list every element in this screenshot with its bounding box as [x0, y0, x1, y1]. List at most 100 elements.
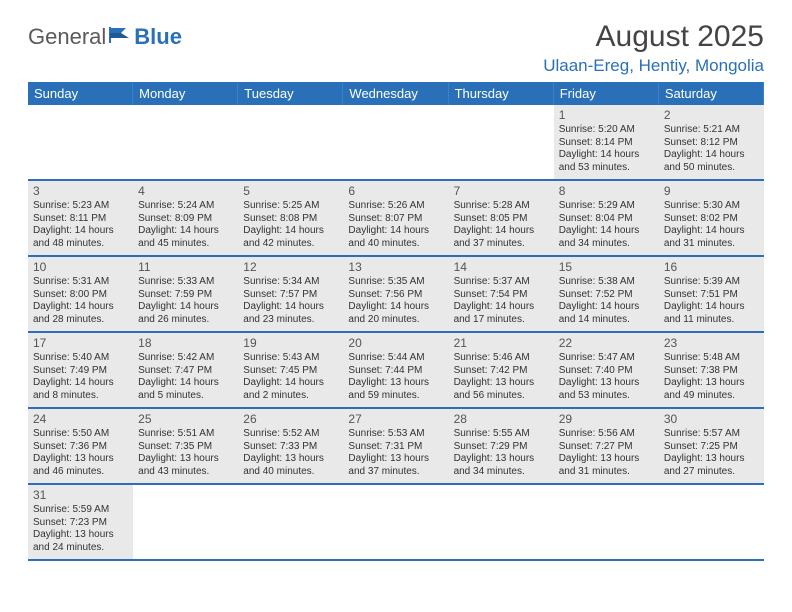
cell-line-sunset: Sunset: 8:02 PM: [664, 213, 759, 226]
cell-line-dl1: Daylight: 13 hours: [664, 377, 759, 390]
cell-line-dl2: and 8 minutes.: [33, 390, 128, 403]
cell-line-dl1: Daylight: 13 hours: [348, 453, 443, 466]
cell-line-dl2: and 59 minutes.: [348, 390, 443, 403]
day-header: Saturday: [659, 82, 764, 105]
day-number: 20: [348, 336, 443, 351]
cell-line-dl2: and 37 minutes.: [348, 466, 443, 479]
cell-line-sunrise: Sunrise: 5:33 AM: [138, 276, 233, 289]
cell-line-sunrise: Sunrise: 5:43 AM: [243, 352, 338, 365]
cell-line-sunrise: Sunrise: 5:55 AM: [454, 428, 549, 441]
calendar-cell: 12Sunrise: 5:34 AMSunset: 7:57 PMDayligh…: [238, 257, 343, 333]
day-number: 23: [664, 336, 759, 351]
cell-line-dl2: and 42 minutes.: [243, 238, 338, 251]
cell-line-sunrise: Sunrise: 5:50 AM: [33, 428, 128, 441]
cell-line-dl1: Daylight: 13 hours: [33, 529, 128, 542]
cell-line-sunset: Sunset: 7:47 PM: [138, 365, 233, 378]
calendar-cell: 11Sunrise: 5:33 AMSunset: 7:59 PMDayligh…: [133, 257, 238, 333]
day-number: 12: [243, 260, 338, 275]
day-number: 13: [348, 260, 443, 275]
day-number: 11: [138, 260, 233, 275]
cell-line-sunrise: Sunrise: 5:28 AM: [454, 200, 549, 213]
cell-line-dl2: and 31 minutes.: [664, 238, 759, 251]
day-header: Monday: [133, 82, 238, 105]
day-number: 15: [559, 260, 654, 275]
cell-line-dl2: and 53 minutes.: [559, 162, 654, 175]
day-header: Sunday: [28, 82, 133, 105]
cell-line-sunrise: Sunrise: 5:30 AM: [664, 200, 759, 213]
cell-line-dl1: Daylight: 13 hours: [559, 453, 654, 466]
calendar-cell: 18Sunrise: 5:42 AMSunset: 7:47 PMDayligh…: [133, 333, 238, 409]
cell-line-sunset: Sunset: 8:07 PM: [348, 213, 443, 226]
calendar-cell: 17Sunrise: 5:40 AMSunset: 7:49 PMDayligh…: [28, 333, 133, 409]
cell-line-dl1: Daylight: 14 hours: [559, 301, 654, 314]
cell-line-dl2: and 24 minutes.: [33, 542, 128, 555]
cell-line-sunset: Sunset: 8:11 PM: [33, 213, 128, 226]
calendar-cell-blank: [343, 485, 448, 561]
cell-line-sunrise: Sunrise: 5:53 AM: [348, 428, 443, 441]
day-number: 4: [138, 184, 233, 199]
day-number: 19: [243, 336, 338, 351]
cell-line-dl2: and 45 minutes.: [138, 238, 233, 251]
cell-line-sunrise: Sunrise: 5:23 AM: [33, 200, 128, 213]
day-number: 1: [559, 108, 654, 123]
cell-line-sunset: Sunset: 7:40 PM: [559, 365, 654, 378]
calendar-cell-blank: [133, 105, 238, 181]
calendar-cell: 2Sunrise: 5:21 AMSunset: 8:12 PMDaylight…: [659, 105, 764, 181]
calendar-cell-blank: [238, 485, 343, 561]
cell-line-sunset: Sunset: 7:52 PM: [559, 289, 654, 302]
calendar-cell: 15Sunrise: 5:38 AMSunset: 7:52 PMDayligh…: [554, 257, 659, 333]
cell-line-dl2: and 11 minutes.: [664, 314, 759, 327]
calendar-cell: 3Sunrise: 5:23 AMSunset: 8:11 PMDaylight…: [28, 181, 133, 257]
calendar-cell: 7Sunrise: 5:28 AMSunset: 8:05 PMDaylight…: [449, 181, 554, 257]
cell-line-dl1: Daylight: 14 hours: [664, 149, 759, 162]
day-number: 25: [138, 412, 233, 427]
calendar-cell: 25Sunrise: 5:51 AMSunset: 7:35 PMDayligh…: [133, 409, 238, 485]
cell-line-dl1: Daylight: 14 hours: [559, 149, 654, 162]
calendar-cell: 6Sunrise: 5:26 AMSunset: 8:07 PMDaylight…: [343, 181, 448, 257]
cell-line-dl1: Daylight: 14 hours: [559, 225, 654, 238]
cell-line-sunset: Sunset: 8:14 PM: [559, 137, 654, 150]
cell-line-sunset: Sunset: 8:08 PM: [243, 213, 338, 226]
cell-line-sunrise: Sunrise: 5:29 AM: [559, 200, 654, 213]
cell-line-dl2: and 17 minutes.: [454, 314, 549, 327]
day-number: 2: [664, 108, 759, 123]
calendar-cell: 31Sunrise: 5:59 AMSunset: 7:23 PMDayligh…: [28, 485, 133, 561]
cell-line-sunset: Sunset: 7:59 PM: [138, 289, 233, 302]
cell-line-sunset: Sunset: 7:54 PM: [454, 289, 549, 302]
cell-line-sunrise: Sunrise: 5:34 AM: [243, 276, 338, 289]
cell-line-sunrise: Sunrise: 5:57 AM: [664, 428, 759, 441]
header-row: General Blue August 2025 Ulaan-Ereg, Hen…: [28, 20, 764, 76]
cell-line-dl1: Daylight: 14 hours: [33, 301, 128, 314]
cell-line-sunrise: Sunrise: 5:38 AM: [559, 276, 654, 289]
calendar-cell: 21Sunrise: 5:46 AMSunset: 7:42 PMDayligh…: [449, 333, 554, 409]
cell-line-sunrise: Sunrise: 5:46 AM: [454, 352, 549, 365]
cell-line-dl2: and 40 minutes.: [348, 238, 443, 251]
cell-line-dl2: and 56 minutes.: [454, 390, 549, 403]
calendar-cell: 22Sunrise: 5:47 AMSunset: 7:40 PMDayligh…: [554, 333, 659, 409]
cell-line-dl1: Daylight: 14 hours: [33, 225, 128, 238]
calendar-cell: 4Sunrise: 5:24 AMSunset: 8:09 PMDaylight…: [133, 181, 238, 257]
day-number: 27: [348, 412, 443, 427]
cell-line-dl2: and 49 minutes.: [664, 390, 759, 403]
cell-line-sunset: Sunset: 7:27 PM: [559, 441, 654, 454]
cell-line-sunset: Sunset: 8:09 PM: [138, 213, 233, 226]
cell-line-dl2: and 50 minutes.: [664, 162, 759, 175]
day-number: 31: [33, 488, 128, 503]
cell-line-sunrise: Sunrise: 5:31 AM: [33, 276, 128, 289]
cell-line-dl1: Daylight: 14 hours: [138, 301, 233, 314]
cell-line-sunset: Sunset: 7:33 PM: [243, 441, 338, 454]
day-number: 7: [454, 184, 549, 199]
cell-line-dl2: and 23 minutes.: [243, 314, 338, 327]
cell-line-dl1: Daylight: 14 hours: [243, 301, 338, 314]
cell-line-sunrise: Sunrise: 5:44 AM: [348, 352, 443, 365]
calendar-cell-blank: [449, 105, 554, 181]
day-number: 10: [33, 260, 128, 275]
cell-line-dl2: and 34 minutes.: [454, 466, 549, 479]
cell-line-sunrise: Sunrise: 5:25 AM: [243, 200, 338, 213]
cell-line-dl1: Daylight: 14 hours: [243, 377, 338, 390]
day-number: 22: [559, 336, 654, 351]
cell-line-sunrise: Sunrise: 5:47 AM: [559, 352, 654, 365]
calendar-cell: 27Sunrise: 5:53 AMSunset: 7:31 PMDayligh…: [343, 409, 448, 485]
cell-line-dl2: and 26 minutes.: [138, 314, 233, 327]
calendar-cell: 13Sunrise: 5:35 AMSunset: 7:56 PMDayligh…: [343, 257, 448, 333]
